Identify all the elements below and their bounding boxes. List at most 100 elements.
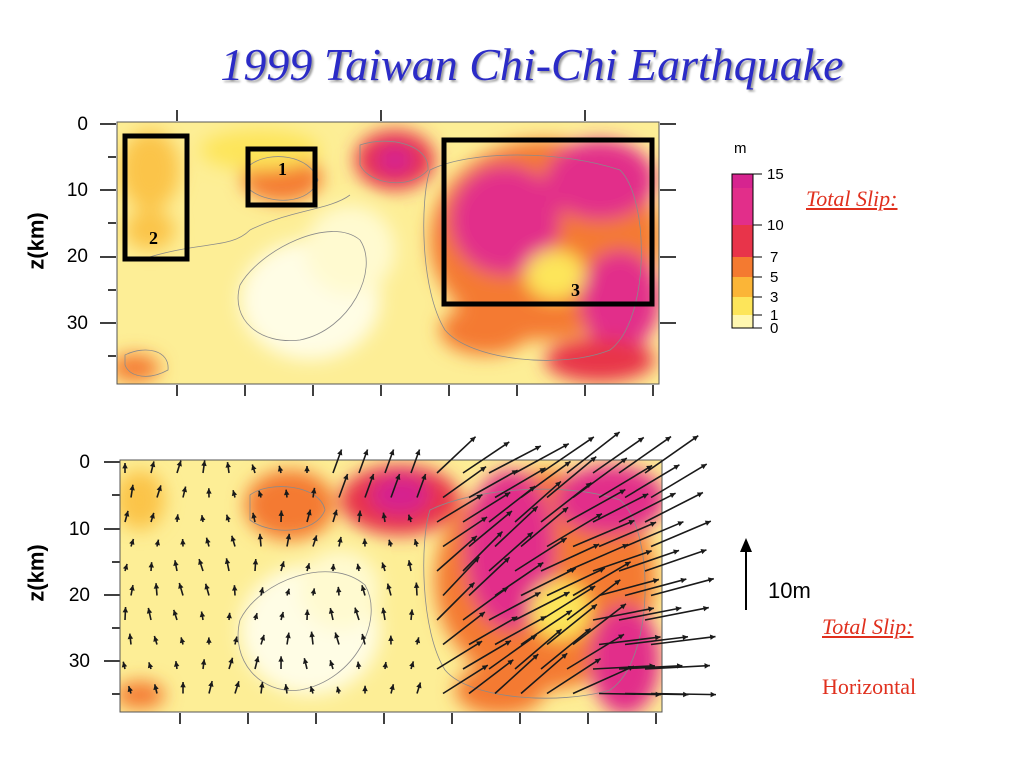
slip-vector-head [628, 520, 635, 526]
slip-vector [598, 578, 660, 597]
slip-vector-head [174, 514, 180, 520]
slip-vector-head [199, 611, 206, 618]
slip-vector-head [468, 582, 475, 589]
slip-vector-head [584, 628, 591, 635]
slip-vector-head [511, 470, 518, 476]
slip-vector [540, 585, 596, 621]
top-contour-lines [124, 140, 642, 377]
slip-vector [260, 634, 265, 645]
slip-vector-head [279, 611, 285, 618]
slip-vector-head [622, 543, 629, 549]
slip-vector-head [381, 607, 387, 614]
slip-vector [329, 660, 334, 670]
slip-vector-head [330, 563, 336, 570]
slip-vector [442, 556, 480, 597]
slip-vector-head [407, 514, 413, 521]
slip-vector-head [642, 493, 649, 499]
slip-vector [514, 591, 570, 621]
slip-vector-head [503, 441, 510, 448]
slip-vector-head [563, 592, 570, 597]
slip-vector-head [285, 533, 292, 540]
slip-vector [436, 581, 476, 621]
slip-vector [384, 449, 395, 474]
slip-vector-head [555, 629, 562, 635]
slip-vector [176, 514, 179, 523]
slip-vector [306, 562, 311, 572]
slip-vector-head [304, 609, 310, 616]
slip-vector-head [259, 634, 266, 641]
slip-vector [226, 461, 230, 474]
top-y-tick-20: 20 [66, 246, 88, 267]
slip-vector [356, 563, 360, 572]
colorbar-unit: m [734, 140, 747, 157]
slip-vector-head [680, 577, 687, 584]
slip-vector [260, 682, 264, 694]
slip-vector [462, 639, 512, 670]
slip-vector [442, 516, 488, 548]
slip-vector-head [700, 549, 707, 555]
slip-vector-head [332, 509, 338, 516]
bottom-y-tick-20: 20 [68, 585, 90, 606]
slip-vector [284, 684, 288, 694]
slip-vector [259, 533, 262, 547]
slip-vector [233, 585, 236, 596]
slip-vector [650, 635, 716, 646]
slip-vector-head [409, 661, 415, 668]
colorbar-tick-15: 15 [767, 166, 784, 183]
slip-vector [225, 514, 230, 523]
slip-vector-head [645, 549, 652, 556]
slip-vector [150, 562, 153, 572]
slip-vector [546, 603, 598, 646]
slip-vector [234, 636, 238, 645]
slip-vector [598, 636, 661, 646]
slip-vector [644, 549, 707, 572]
slip-vector [414, 539, 418, 547]
slip-vector-head [673, 464, 680, 470]
slip-vector [546, 513, 603, 548]
slip-vector [644, 664, 710, 670]
slip-vector [286, 632, 290, 645]
slip-vector [520, 567, 577, 597]
slip-vector-head [251, 464, 257, 471]
slip-vector-head [369, 474, 375, 480]
slip-vector [415, 582, 418, 596]
slip-vector [234, 681, 240, 694]
slip-vector-head [627, 665, 634, 671]
slip-vector [442, 465, 487, 499]
bottom-y-tick-30: 30 [68, 651, 90, 672]
slip-vector [361, 633, 366, 645]
bottom-axis-ticks [104, 461, 657, 724]
slip-vector-head [176, 460, 182, 467]
slip-vector-head [231, 490, 238, 497]
slip-vector [361, 585, 366, 596]
slip-vector [251, 464, 256, 474]
slip-vector-head [676, 663, 683, 669]
slip-vector-head [122, 463, 128, 469]
slip-vector-head [198, 559, 204, 565]
slip-vector-head [587, 436, 594, 443]
slip-vector [408, 560, 412, 572]
slip-vector [208, 680, 213, 694]
colorbar [731, 173, 762, 329]
slip-vector [650, 692, 717, 696]
slip-vector [303, 657, 308, 670]
slip-vector [381, 562, 386, 572]
slip-vector-head [204, 583, 210, 590]
slip-vector-head [637, 437, 644, 443]
slip-vector-head [362, 538, 368, 545]
slip-vector [312, 535, 318, 547]
slip-vector-head [277, 465, 284, 472]
slip-vector-head [682, 634, 689, 641]
slip-vector [280, 611, 284, 621]
slip-vector [309, 685, 314, 694]
slip-vector-head [381, 562, 387, 569]
slip-vector [386, 583, 392, 596]
slip-vector-head [476, 641, 483, 647]
slip-vector-head [703, 605, 709, 612]
slip-vector [566, 633, 625, 670]
slip-vector-head [503, 557, 510, 563]
slip-vector [566, 543, 629, 572]
slip-vector [364, 473, 375, 498]
slip-vector-head [153, 635, 159, 642]
slip-vector [462, 531, 504, 572]
